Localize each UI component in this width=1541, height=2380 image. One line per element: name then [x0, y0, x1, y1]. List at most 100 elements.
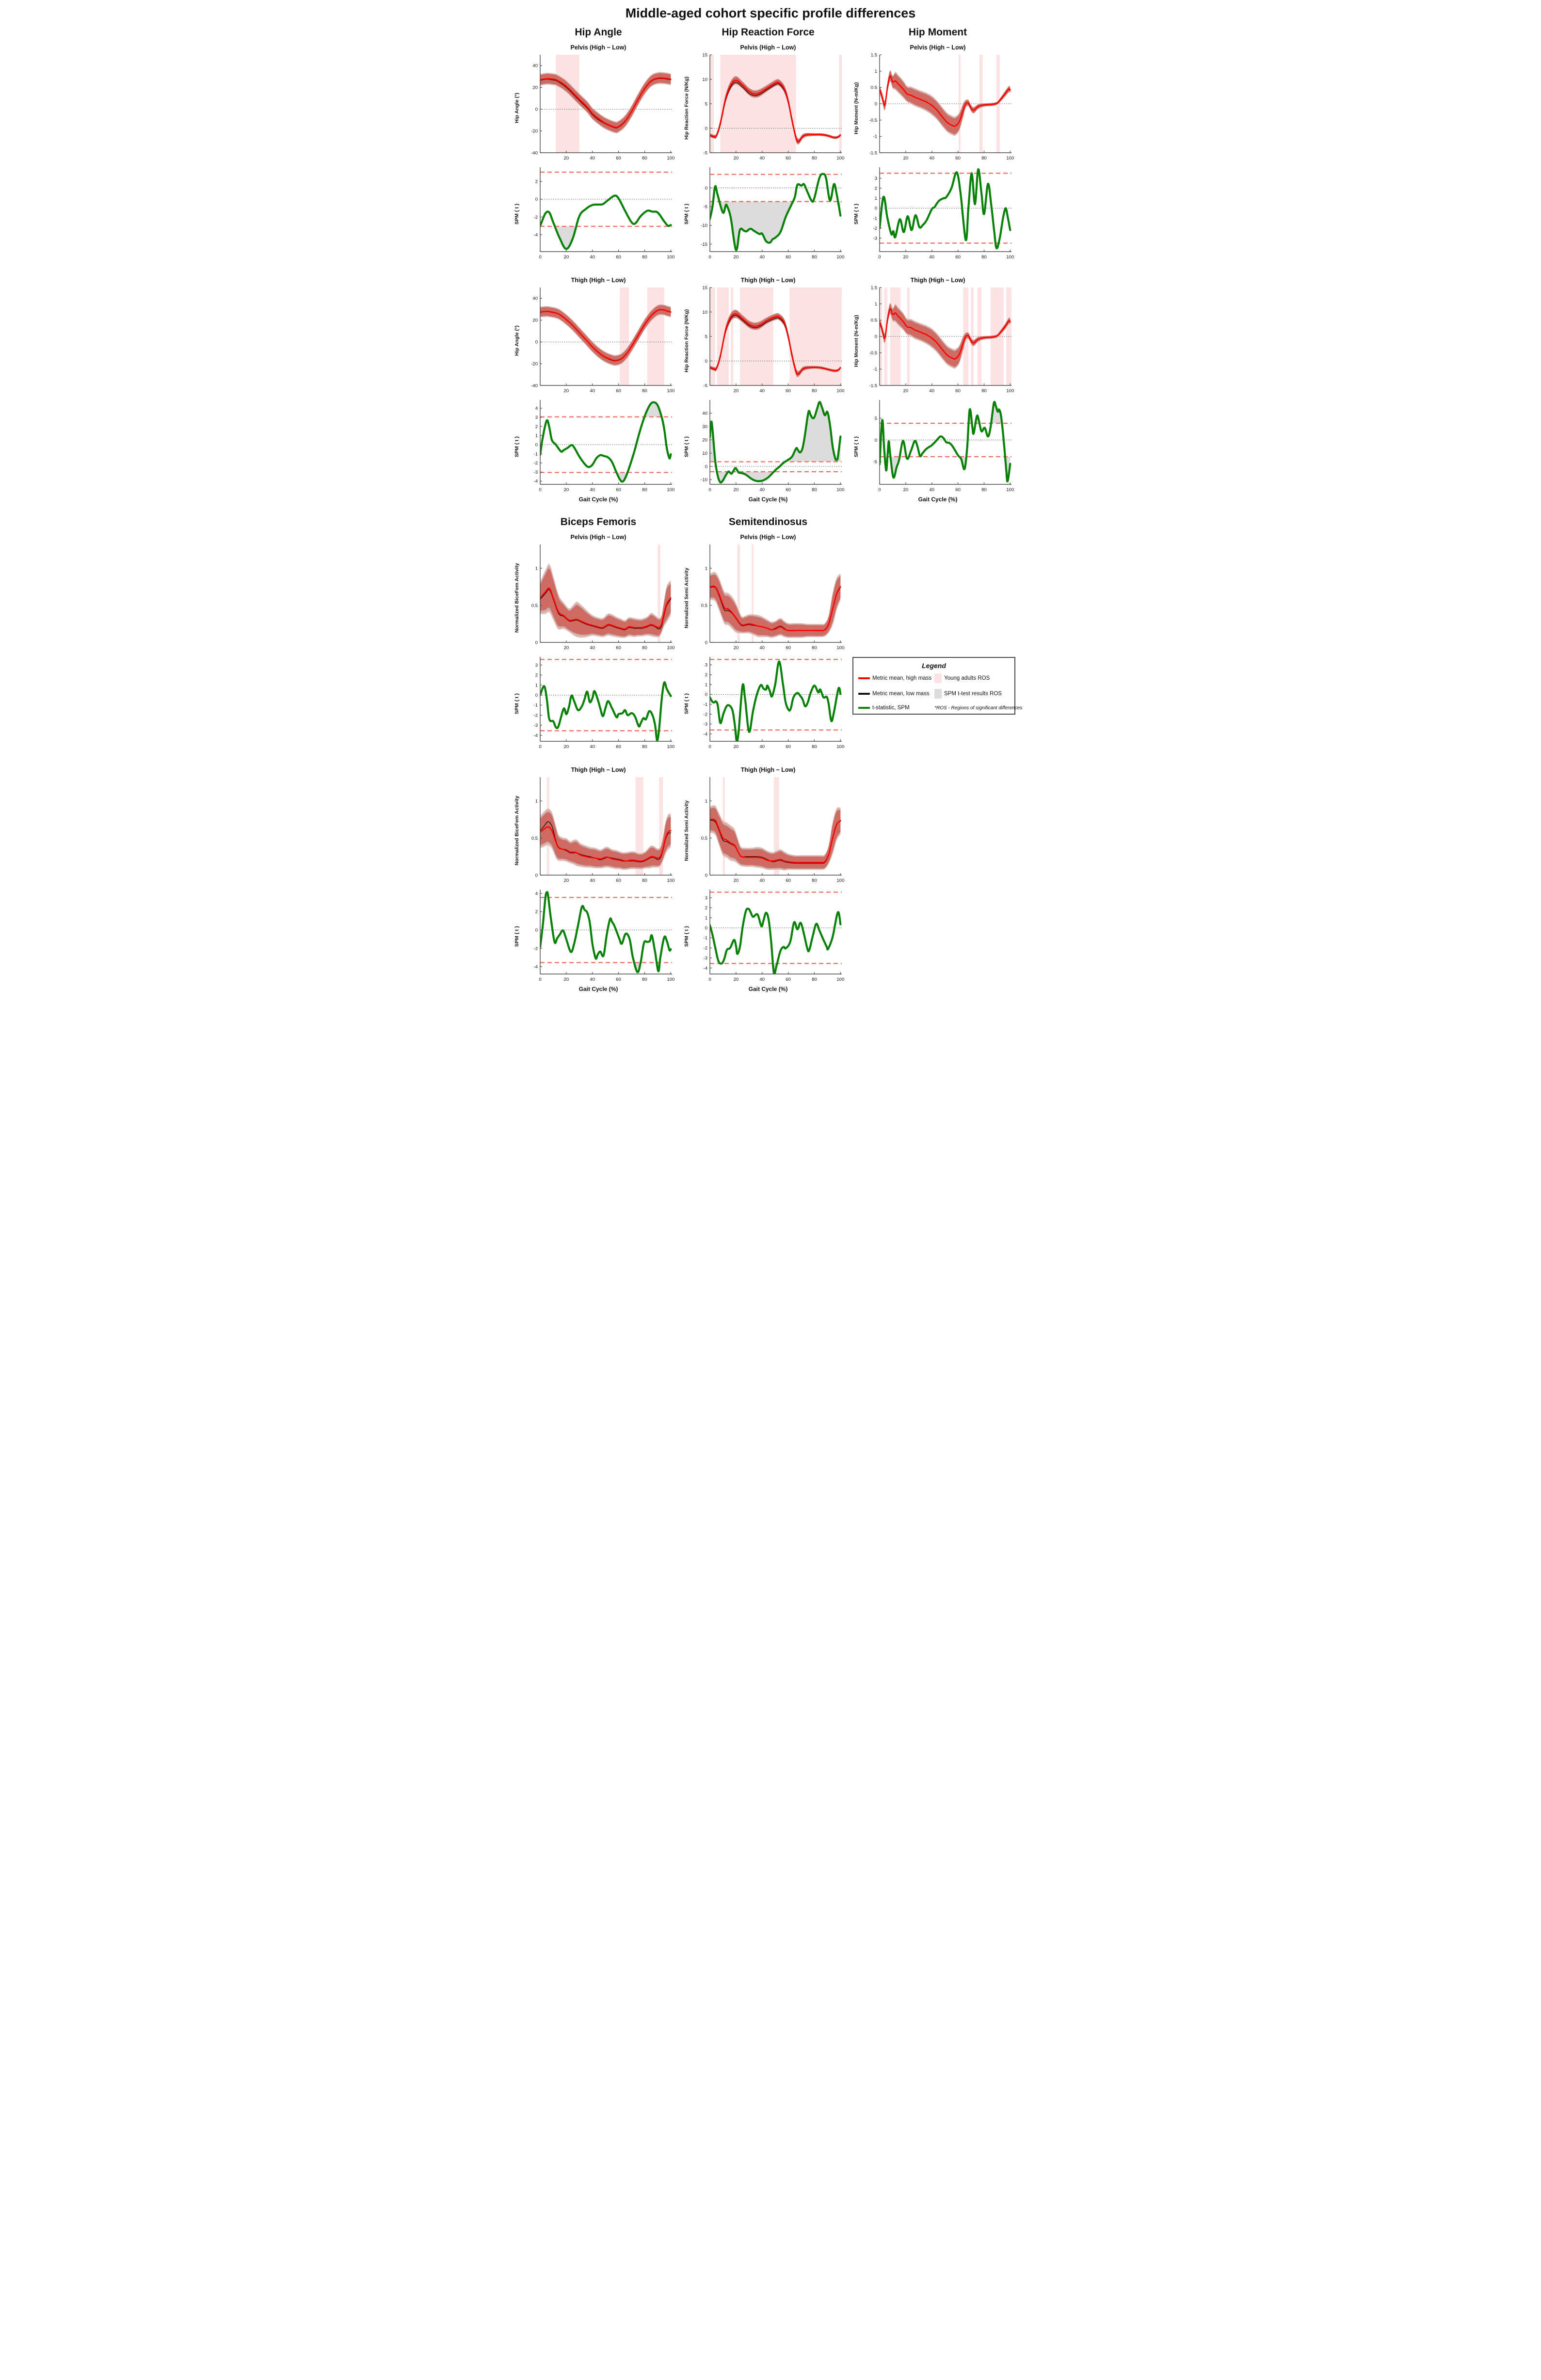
svg-text:60: 60	[955, 255, 961, 260]
svg-text:40: 40	[590, 255, 595, 260]
svg-text:20: 20	[734, 487, 739, 493]
svg-text:0: 0	[535, 928, 538, 933]
legend-label: Metric mean, high mass	[872, 675, 932, 681]
metric-chart-semi-pelvis: 1 0.5 0 20 40 60 80 100	[701, 544, 844, 651]
svg-text:-0.5: -0.5	[869, 118, 877, 123]
panel-subtitle-pelvis: Pelvis (High − Low)	[910, 44, 966, 51]
column-hip-angle: Hip Angle Pelvis (High − Low) Hip Angle …	[513, 26, 676, 503]
svg-text:40: 40	[759, 388, 765, 394]
svg-text:40: 40	[590, 977, 595, 982]
plot-row: Hip Reaction Force (N/Kg) 15 10 5 0 -5 20 40 60…	[683, 285, 846, 397]
x-axis-label: Gait Cycle (%)	[748, 496, 788, 503]
svg-text:60: 60	[786, 744, 791, 750]
svg-text:0.5: 0.5	[871, 318, 877, 323]
svg-text:80: 80	[981, 255, 987, 260]
svg-text:80: 80	[812, 156, 817, 161]
svg-text:0: 0	[539, 255, 541, 260]
y-axis-label: Hip Moment (N-m/Kg)	[853, 82, 859, 134]
svg-text:20: 20	[903, 487, 909, 493]
red-line-swatch	[858, 677, 870, 679]
svg-text:20: 20	[734, 156, 739, 161]
svg-text:1: 1	[875, 196, 877, 201]
svg-text:40: 40	[532, 64, 538, 69]
svg-text:0: 0	[705, 186, 707, 191]
plot-row: SPM { t } 4 3 2 1 0 -1 -2 -3 -4 0 20 40 60 80 100	[513, 397, 676, 496]
svg-text:60: 60	[616, 388, 621, 394]
svg-text:0: 0	[539, 487, 541, 493]
spacer	[683, 263, 846, 274]
svg-text:100: 100	[667, 977, 674, 982]
column-title: Hip Angle	[575, 27, 622, 38]
svg-text:40: 40	[702, 411, 707, 416]
svg-text:-10: -10	[701, 223, 707, 228]
spm-chart-hip-moment-thigh: 5 0 -5 0 20 40 60 80 100	[873, 400, 1014, 493]
svg-text:2: 2	[535, 673, 538, 678]
legend-title: Legend	[922, 662, 946, 670]
svg-text:0: 0	[875, 334, 877, 339]
plot-row: SPM { t } 3 2 1 0 -1 -2 -3 -4 0 20 40 60 80 100	[683, 887, 846, 986]
svg-text:20: 20	[564, 487, 569, 493]
svg-text:0: 0	[535, 107, 538, 112]
svg-text:60: 60	[786, 645, 791, 651]
svg-text:0: 0	[875, 206, 877, 211]
plot-row: Normalized Semi Activity 1 0.5 0 20 40 60 80 10…	[683, 542, 846, 654]
svg-text:0: 0	[539, 744, 541, 750]
y-axis-label: Hip Angle (°)	[514, 93, 520, 124]
svg-text:20: 20	[564, 744, 569, 750]
y-axis-label: SPM { t }	[853, 436, 859, 457]
svg-text:-2: -2	[534, 946, 538, 951]
svg-text:1: 1	[875, 69, 877, 74]
x-axis-label: Gait Cycle (%)	[748, 986, 788, 992]
svg-text:40: 40	[590, 744, 595, 750]
legend-note-wrap: *ROS - Regions of significant difference…	[934, 704, 1022, 711]
svg-text:-15: -15	[701, 242, 707, 247]
svg-text:2: 2	[535, 179, 538, 185]
svg-text:40: 40	[759, 156, 765, 161]
spacer	[852, 263, 1015, 274]
svg-text:20: 20	[903, 255, 909, 260]
svg-text:-0.5: -0.5	[869, 351, 877, 356]
svg-text:80: 80	[812, 255, 817, 260]
svg-text:-2: -2	[704, 712, 707, 717]
column-title: Hip Moment	[908, 27, 967, 38]
svg-text:60: 60	[955, 388, 961, 394]
svg-text:1: 1	[705, 682, 707, 687]
svg-text:60: 60	[786, 156, 791, 161]
y-axis-label: Hip Angle (°)	[514, 325, 520, 356]
svg-text:0: 0	[705, 359, 707, 364]
svg-text:0: 0	[535, 442, 538, 447]
metric-chart-hrf-thigh: 15 10 5 0 -5 20 40 60 80 100	[702, 285, 844, 394]
legend-item-young-ros: Young adults ROS	[934, 673, 1022, 683]
svg-text:0: 0	[708, 744, 711, 750]
metric-chart-hip-angle-pelvis: 40 20 0 -20 -40 20 40 60 80 100	[531, 55, 674, 161]
svg-text:0: 0	[708, 255, 711, 260]
svg-text:40: 40	[929, 487, 934, 493]
y-axis-label: SPM { t }	[684, 693, 690, 714]
svg-text:80: 80	[642, 156, 647, 161]
svg-text:100: 100	[1006, 156, 1014, 161]
svg-text:40: 40	[759, 878, 765, 883]
metric-chart-hip-angle-thigh: 40 20 0 -20 -40 20 40 60 80 100	[531, 288, 674, 394]
y-axis-label: Normalized BiceFem Activity	[514, 796, 520, 865]
svg-text:100: 100	[667, 487, 674, 493]
svg-text:-2: -2	[534, 713, 538, 718]
svg-text:80: 80	[642, 388, 647, 394]
svg-text:80: 80	[642, 255, 647, 260]
panel-subtitle-pelvis: Pelvis (High − Low)	[570, 44, 626, 51]
svg-text:-5: -5	[704, 383, 707, 388]
svg-text:0: 0	[875, 101, 877, 107]
svg-text:60: 60	[786, 977, 791, 982]
svg-text:80: 80	[812, 388, 817, 394]
svg-text:0.5: 0.5	[701, 603, 707, 608]
svg-text:40: 40	[929, 388, 934, 394]
svg-text:60: 60	[786, 487, 791, 493]
svg-text:60: 60	[616, 878, 621, 883]
svg-text:-2: -2	[873, 226, 877, 231]
svg-text:100: 100	[836, 255, 844, 260]
plot-row: SPM { t } 0 -5 -10 -15 0 20 40 60 80 100	[683, 164, 846, 263]
plot-row: Hip Angle (°) 40 20 0 -20 -40 20 40 60 80 100	[513, 52, 676, 164]
black-line-swatch	[858, 693, 870, 695]
spm-chart-semi-thigh: 3 2 1 0 -1 -2 -3 -4 0 20 40 60 80 100	[704, 890, 844, 982]
spm-chart-hip-moment-pelvis: 3 2 1 0 -1 -2 -3 0 20 40 60 80 100	[873, 167, 1014, 260]
metric-chart-bicefem-pelvis: 1 0.5 0 20 40 60 80 100	[531, 544, 674, 651]
